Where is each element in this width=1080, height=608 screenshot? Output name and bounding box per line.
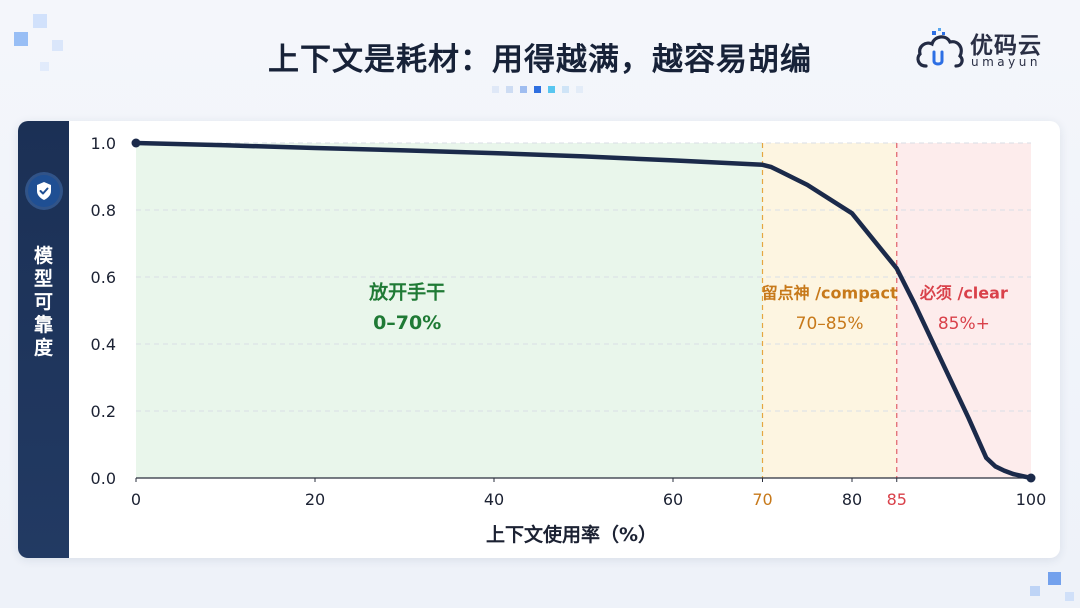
- y-axis-label-char: 模: [33, 245, 53, 267]
- caution-zone-band: [762, 143, 897, 478]
- decor-square: [1065, 592, 1074, 601]
- shield-check-icon: [28, 175, 60, 207]
- x-tick-label: 85: [887, 490, 907, 509]
- decor-square: [1030, 586, 1040, 596]
- y-tick-label: 0.4: [91, 335, 116, 354]
- y-axis-label-char: 可: [33, 291, 53, 313]
- y-axis-sidebar: 模型可靠度: [18, 121, 69, 558]
- reliability-line-chart: 0.0 0.2 0.4 0.6 0.8 1.0 0 20 40 60 70 80 85 100 上下文使用率…: [91, 134, 1047, 546]
- series-start-point: [131, 138, 141, 148]
- danger-zone-label: 必须 /clear: [919, 283, 1008, 302]
- x-tick-label: 60: [663, 490, 683, 509]
- y-tick-label: 0.0: [91, 469, 116, 488]
- decor-square: [1048, 572, 1061, 585]
- decor-square: [52, 40, 63, 51]
- y-tick-label: 1.0: [91, 134, 116, 153]
- x-tick-label: 40: [484, 490, 504, 509]
- danger-zone-range: 85%+: [938, 314, 990, 334]
- reliability-series-line: [133, 140, 1034, 481]
- x-tick-label: 70: [752, 490, 772, 509]
- caution-zone-range: 70–85%: [796, 314, 864, 334]
- decor-square: [14, 32, 28, 46]
- y-tick-label: 0.6: [91, 268, 116, 287]
- safe-zone-label: 放开手干: [368, 280, 445, 303]
- x-tick-label: 100: [1016, 490, 1047, 509]
- page-title: 上下文是耗材：用得越满，越容易胡编: [268, 42, 812, 78]
- y-tick-label: 0.8: [91, 201, 116, 220]
- title-underline-dots: [492, 86, 583, 93]
- brand-logo: 优码云 umayun: [914, 24, 1064, 74]
- y-axis-label-char: 度: [33, 337, 53, 359]
- y-tick-label: 0.2: [91, 402, 116, 421]
- safe-zone-range: 0–70%: [373, 312, 441, 334]
- chart-card: 模型可靠度 0.0 0.2 0.4 0.6 0.8 1.0 0 20 40 60 70 80 85 100…: [18, 121, 1060, 558]
- y-axis-label-char: 型: [33, 268, 53, 290]
- caution-zone-label: 留点神 /compact: [762, 283, 898, 302]
- brand-name-en: umayun: [971, 55, 1041, 69]
- x-tick-label: 0: [131, 490, 141, 509]
- safe-zone-band: [136, 143, 763, 478]
- y-axis-label: 模型可靠度: [18, 245, 69, 360]
- x-tick-label: 80: [842, 490, 862, 509]
- decor-square: [33, 14, 47, 28]
- brand-name-cn: 优码云: [970, 33, 1042, 59]
- series-end-point: [1026, 473, 1036, 483]
- cloud-logo-icon: [916, 28, 964, 68]
- decor-square: [40, 62, 49, 71]
- x-axis-title: 上下文使用率（%）: [486, 523, 657, 546]
- y-axis-label-char: 靠: [33, 314, 53, 336]
- x-tick-label: 20: [305, 490, 325, 509]
